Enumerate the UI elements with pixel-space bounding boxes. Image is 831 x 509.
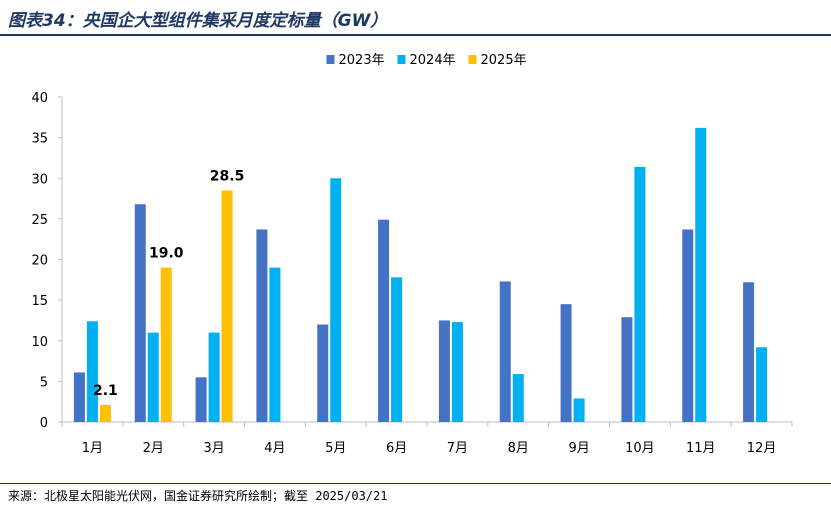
x-tick-label: 9月 (568, 441, 589, 456)
source-note: 来源：北极星太阳能光伏网，国金证券研究所绘制；截至 2025/03/21 (8, 489, 388, 503)
legend-swatch (468, 55, 477, 64)
y-tick-label: 5 (40, 375, 48, 390)
x-tick-label: 8月 (508, 441, 529, 456)
bar (573, 398, 585, 422)
bar (269, 267, 281, 422)
legend-label: 2023年 (339, 53, 385, 68)
y-tick-label: 30 (31, 172, 48, 187)
bar (391, 277, 403, 422)
bar (438, 320, 450, 422)
bar (134, 204, 146, 422)
footer-divider (0, 483, 831, 484)
bar (147, 332, 159, 422)
y-tick-label: 25 (31, 213, 48, 228)
bar (195, 377, 207, 422)
bar (756, 347, 768, 422)
bar (378, 219, 390, 422)
bar (695, 127, 707, 422)
x-tick-label: 12月 (747, 441, 777, 456)
legend-label: 2024年 (410, 53, 456, 68)
bar (330, 178, 342, 422)
x-tick-label: 3月 (203, 441, 224, 456)
bar (73, 372, 85, 422)
y-tick-label: 35 (31, 132, 48, 147)
x-tick-label: 10月 (625, 441, 655, 456)
data-label: 2.1 (93, 383, 118, 399)
bar (560, 304, 572, 422)
x-tick-label: 1月 (82, 441, 103, 456)
bar (512, 374, 524, 422)
bar (743, 282, 755, 422)
bar (682, 229, 694, 422)
legend-label: 2025年 (481, 53, 527, 68)
legend-swatch (397, 55, 406, 64)
bar (99, 404, 111, 422)
bar (317, 324, 329, 422)
bar-chart: 0 5 10 15 20 25 30 35 40 1月 2月 3月 4月 5月 6月 7月 8月 9月 10月 11月… (31, 53, 793, 456)
y-tick-label: 40 (31, 91, 48, 106)
bar (86, 321, 98, 422)
bar (160, 267, 172, 422)
x-tick-label: 7月 (447, 441, 468, 456)
bar (256, 229, 268, 422)
bar (499, 281, 511, 422)
y-tick-label: 15 (31, 294, 48, 309)
x-tick-label: 4月 (264, 441, 285, 456)
x-tick-label: 11月 (686, 441, 716, 456)
x-tick-label: 5月 (325, 441, 346, 456)
x-tick-label: 6月 (386, 441, 407, 456)
y-tick-label: 20 (31, 254, 48, 269)
legend-swatch (326, 55, 335, 64)
bar (208, 332, 220, 422)
bar (621, 317, 633, 422)
y-tick-label: 0 (40, 416, 48, 431)
y-tick-label: 10 (31, 335, 48, 350)
bar (451, 322, 463, 422)
x-tick-label: 2月 (143, 441, 164, 456)
data-label: 28.5 (210, 168, 245, 184)
bar (221, 190, 233, 422)
data-label: 19.0 (149, 246, 184, 262)
title-divider (0, 34, 831, 36)
figure-title: 图表34：央国企大型组件集采月度定标量（GW） (8, 11, 388, 31)
bar (634, 166, 646, 422)
